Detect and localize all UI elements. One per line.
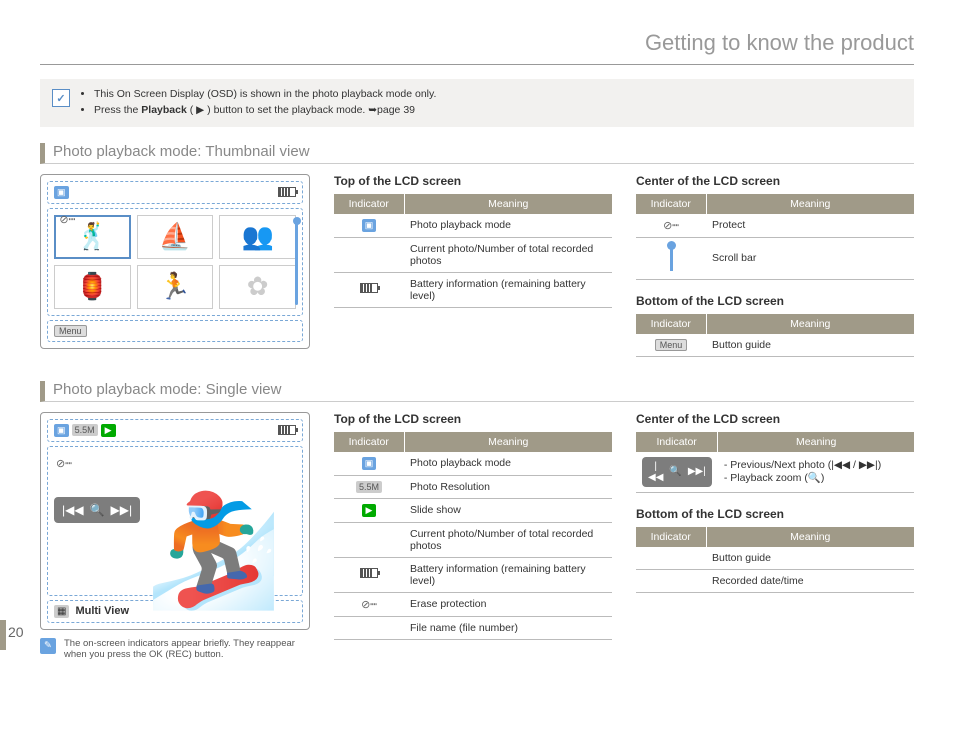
- photo-silhouette: 🏂: [145, 507, 282, 595]
- playback-controls: |◀◀ 🔍 ▶▶|: [54, 497, 140, 523]
- slideshow-icon: ▶: [101, 424, 116, 437]
- battery-icon: [278, 425, 296, 435]
- divider: [40, 64, 914, 65]
- thumbnail: 👥: [219, 215, 296, 259]
- battery-icon: [360, 568, 378, 578]
- photo-mode-icon: ▣: [362, 457, 377, 470]
- photo-mode-icon: ▣: [54, 186, 69, 199]
- table-single-bottom: IndicatorMeaning Button guide Recorded d…: [636, 527, 914, 593]
- resolution-icon: 5.5M: [356, 481, 382, 493]
- protect-icon: ⊘┉: [56, 458, 72, 470]
- next-icon: ▶▶|: [111, 503, 133, 517]
- battery-icon: [360, 283, 378, 293]
- table-thumb-bottom: IndicatorMeaning MenuButton guide: [636, 314, 914, 357]
- thumbnail-selected: ⊘┉🕺: [54, 215, 131, 259]
- section-thumbnail-title: Photo playback mode: Thumbnail view: [40, 143, 914, 164]
- multiview-icon: ▦: [54, 605, 69, 618]
- heading-top-lcd: Top of the LCD screen: [334, 412, 612, 426]
- thumbnail: 🏮: [54, 265, 131, 309]
- battery-icon: [278, 187, 296, 197]
- page-number: 20: [8, 624, 24, 640]
- slideshow-icon: ▶: [362, 504, 377, 517]
- photo-mode-icon: ▣: [362, 219, 377, 232]
- zoom-icon: 🔍: [90, 503, 105, 517]
- heading-bottom-lcd: Bottom of the LCD screen: [636, 507, 914, 521]
- scrollbar-thumb: [293, 217, 301, 225]
- note-box: ✓ This On Screen Display (OSD) is shown …: [40, 79, 914, 127]
- multiview-label: Multi View: [75, 605, 129, 617]
- thumbnail: 🏃: [137, 265, 214, 309]
- scrollbar-icon: [670, 243, 673, 271]
- playback-controls-icon: |◀◀🔍▶▶|: [642, 457, 712, 487]
- heading-bottom-lcd: Bottom of the LCD screen: [636, 294, 914, 308]
- thumbnail: ✿: [219, 265, 296, 309]
- info-icon: ✎: [40, 638, 56, 654]
- check-icon: ✓: [52, 89, 70, 107]
- table-thumb-top: IndicatorMeaning ▣Photo playback mode Cu…: [334, 194, 612, 308]
- protect-icon: ⊘┉: [663, 220, 679, 232]
- note-text: This On Screen Display (OSD) is shown in…: [80, 87, 436, 119]
- table-thumb-center: IndicatorMeaning ⊘┉Protect Scroll bar: [636, 194, 914, 280]
- menu-button-icon: Menu: [54, 325, 87, 337]
- section-single-title: Photo playback mode: Single view: [40, 381, 914, 402]
- lcd-thumbnail-preview: ▣ ⊘┉🕺 ⛵ 👥 🏮 🏃 ✿ Menu: [40, 174, 310, 349]
- table-single-center: IndicatorMeaning |◀◀🔍▶▶| - Previous/Next…: [636, 432, 914, 493]
- menu-icon: Menu: [655, 339, 688, 351]
- photo-mode-icon: ▣: [54, 424, 69, 437]
- protect-icon: ⊘┉: [361, 599, 377, 611]
- scrollbar-track: [295, 219, 298, 305]
- lcd-single-preview: ▣ 5.5M ▶ ⊘┉ 🏂 |◀◀ 🔍 ▶▶| ▦: [40, 412, 310, 630]
- thumbnail: ⛵: [137, 215, 214, 259]
- heading-center-lcd: Center of the LCD screen: [636, 412, 914, 426]
- resolution-icon: 5.5M: [72, 424, 98, 436]
- main-title: Getting to know the product: [40, 30, 914, 56]
- footnote: ✎ The on-screen indicators appear briefl…: [40, 638, 310, 660]
- heading-center-lcd: Center of the LCD screen: [636, 174, 914, 188]
- heading-top-lcd: Top of the LCD screen: [334, 174, 612, 188]
- page-tab: [0, 620, 6, 650]
- table-single-top: IndicatorMeaning ▣Photo playback mode 5.…: [334, 432, 612, 640]
- prev-icon: |◀◀: [62, 503, 84, 517]
